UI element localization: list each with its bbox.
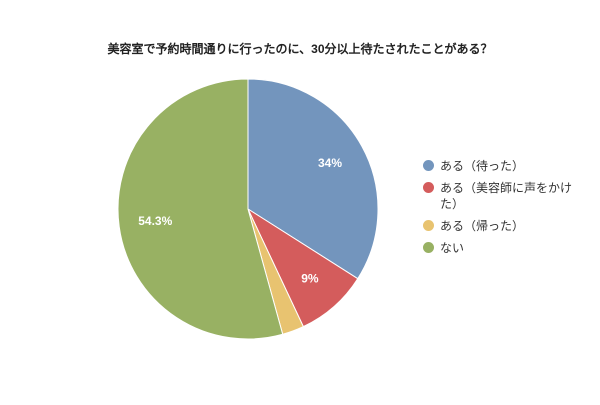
legend-swatch [423,160,434,171]
legend-label: ある（帰った） [440,219,525,233]
legend-label: ある（美容師に声をかけた） [440,181,573,211]
legend-swatch [423,242,434,253]
legend: ある（待った） ある（美容師に声をかけた） ある（帰った） ない [423,158,573,262]
legend-label: ある（待った） [440,159,525,173]
pie-slice [247,78,379,280]
chart-title: 美容室で予約時間通りに行ったのに、30分以上待たされたことがある？ [108,41,493,56]
legend-swatch [423,182,434,193]
slice-label: 34% [318,156,342,170]
slice-label: 9% [301,271,319,285]
legend-label: ない [440,241,465,255]
legend-item: ある（帰った） [423,218,573,234]
legend-swatch [423,220,434,231]
legend-item: ある（美容師に声をかけた） [423,180,573,212]
legend-item: ない [423,240,573,256]
pie-slice [117,78,284,340]
legend-item: ある（待った） [423,158,573,174]
slice-label: 54.3% [138,214,172,228]
